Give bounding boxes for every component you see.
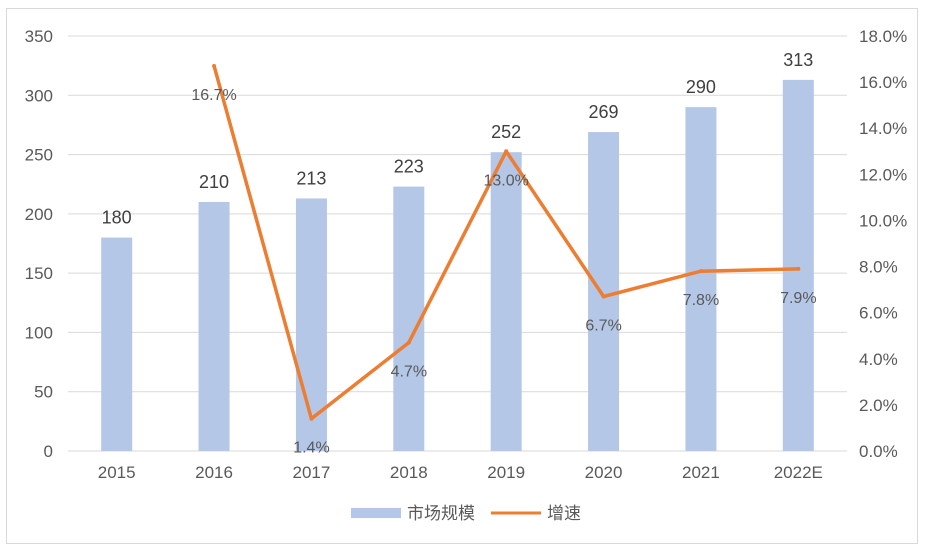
x-axis-tick-label: 2020 xyxy=(585,463,623,482)
right-axis-tick-label: 14.0% xyxy=(859,119,907,138)
line-point xyxy=(309,416,314,421)
legend-label-line: 增速 xyxy=(547,504,581,523)
right-axis-tick-label: 6.0% xyxy=(859,304,898,323)
bar-value-label: 313 xyxy=(783,50,813,70)
x-axis: 2015 2016 2017 2018 2019 2020 2021 2022E xyxy=(98,463,823,482)
x-axis-tick-label: 2016 xyxy=(195,463,233,482)
line-value-label: 16.7% xyxy=(191,87,236,104)
left-axis-tick-label: 350 xyxy=(25,27,53,46)
x-axis-tick-label: 2019 xyxy=(487,463,525,482)
left-axis-tick-label: 200 xyxy=(25,205,53,224)
right-axis-tick-label: 16.0% xyxy=(859,73,907,92)
bar-value-label: 223 xyxy=(394,157,424,177)
line-point xyxy=(406,340,411,345)
line-series xyxy=(212,63,801,421)
x-axis-tick-label: 2021 xyxy=(682,463,720,482)
left-axis-tick-label: 250 xyxy=(25,146,53,165)
x-axis-tick-label: 2022E xyxy=(774,463,823,482)
line-value-label: 13.0% xyxy=(484,172,529,189)
bar-value-label: 269 xyxy=(589,102,619,122)
gridlines xyxy=(68,35,847,452)
line-point xyxy=(504,149,509,154)
left-axis-tick-label: 100 xyxy=(25,323,53,342)
combo-chart: 0 50 100 150 200 250 300 350 0.0% 2.0% 4.0% 6.0% 8.… xyxy=(25,27,908,523)
line-point xyxy=(212,63,217,68)
left-axis-tick-label: 150 xyxy=(25,264,53,283)
right-axis-tick-label: 18.0% xyxy=(859,27,907,46)
left-axis: 0 50 100 150 200 250 300 350 xyxy=(25,27,53,461)
right-axis-tick-label: 8.0% xyxy=(859,258,898,277)
bar-value-label: 252 xyxy=(491,122,521,142)
right-axis-tick-label: 2.0% xyxy=(859,396,898,415)
line-value-label: 7.8% xyxy=(683,292,719,309)
bar-value-label: 290 xyxy=(686,77,716,97)
legend-label-bar: 市场规模 xyxy=(407,504,475,523)
bar-value-label: 210 xyxy=(199,172,229,192)
line-point xyxy=(698,269,703,274)
line-value-label: 6.7% xyxy=(585,318,621,335)
left-axis-tick-label: 50 xyxy=(34,383,53,402)
bar xyxy=(685,107,717,452)
right-axis-tick-label: 10.0% xyxy=(859,211,907,230)
right-axis-tick-label: 4.0% xyxy=(859,350,898,369)
right-axis-tick-label: 0.0% xyxy=(859,442,898,461)
bar-series xyxy=(101,79,814,452)
x-axis-tick-label: 2017 xyxy=(293,463,331,482)
right-axis: 0.0% 2.0% 4.0% 6.0% 8.0% 10.0% 12.0% 14.0% 16.0%… xyxy=(859,27,907,461)
bar xyxy=(782,79,814,451)
bar xyxy=(588,132,620,451)
line-value-label: 1.4% xyxy=(293,440,329,457)
line-point xyxy=(796,266,801,271)
right-axis-tick-label: 12.0% xyxy=(859,165,907,184)
chart-frame: 0 50 100 150 200 250 300 350 0.0% 2.0% 4.0% 6.0% 8.… xyxy=(6,8,918,544)
bar xyxy=(198,202,230,451)
bar-value-label: 180 xyxy=(102,208,132,228)
left-axis-tick-label: 0 xyxy=(44,442,53,461)
bar-value-label: 213 xyxy=(296,168,326,188)
line-value-label: 7.9% xyxy=(780,290,816,307)
bar xyxy=(101,237,133,451)
line-point xyxy=(601,294,606,299)
x-axis-tick-label: 2015 xyxy=(98,463,136,482)
x-axis-tick-label: 2018 xyxy=(390,463,428,482)
legend-swatch-bar xyxy=(351,508,401,518)
line-value-label: 4.7% xyxy=(391,364,427,381)
bar xyxy=(490,152,522,451)
left-axis-tick-label: 300 xyxy=(25,86,53,105)
data-labels: 180 210 213 223 252 269 290 313 16.7% 1.4% 4.7% 13.… xyxy=(102,50,817,457)
legend: 市场规模 增速 xyxy=(351,504,581,523)
